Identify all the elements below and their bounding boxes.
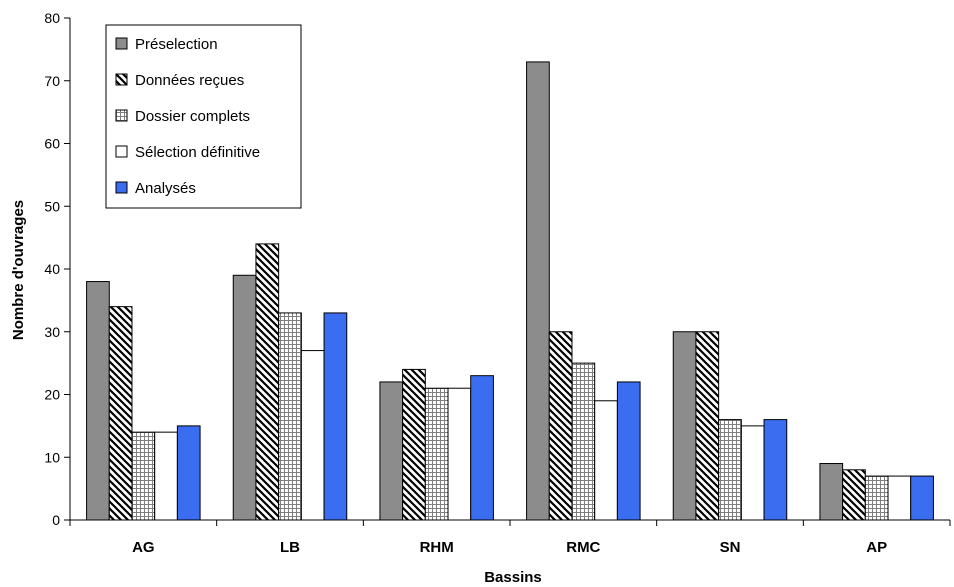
bar-RHM-series-3 <box>424 387 449 521</box>
x-axis: AG LB RHM RMC SN AP <box>69 519 951 556</box>
bar-AP-series-1 <box>819 463 844 521</box>
bar-RHM-series-1 <box>379 381 404 521</box>
y-axis: 0 10 20 30 40 50 60 70 80 <box>44 10 71 528</box>
bar-SN-series-4 <box>740 425 765 521</box>
bar-AP-series-3 <box>864 475 889 521</box>
bar-AG-series-4 <box>154 431 178 521</box>
bar-LB-series-1 <box>232 274 257 521</box>
bar-RMC-series-1 <box>526 61 550 521</box>
bar-LB-series-3 <box>278 312 302 521</box>
x-tick-label: AP <box>866 539 887 556</box>
y-tick-label: 50 <box>44 198 60 214</box>
y-tick-label: 20 <box>44 387 60 403</box>
bar-AG-series-5 <box>176 425 201 521</box>
legend: Préselection Données reçues Dossier comple… <box>105 24 302 209</box>
y-tick-label: 70 <box>44 73 60 89</box>
legend-box <box>105 24 302 209</box>
bar-LB-series-4 <box>300 350 325 521</box>
bar-AG-series-1 <box>86 281 110 521</box>
legend-swatch <box>115 73 128 86</box>
x-tick-label: AG <box>132 539 155 556</box>
y-tick-label: 10 <box>44 449 60 465</box>
bar-LB-series-2 <box>255 243 280 521</box>
bar-SN-series-2 <box>695 331 720 521</box>
y-axis-title: Nombre d'ouvrages <box>10 200 27 340</box>
bar-AG-series-2 <box>108 306 133 521</box>
y-tick-label: 30 <box>44 324 60 340</box>
bar-LB-series-5 <box>323 312 348 521</box>
x-tick-label: RHM <box>420 539 454 556</box>
legend-label: Dossier complets <box>135 108 250 125</box>
bar-AG-series-3 <box>131 431 156 521</box>
bar-SN-series-3 <box>718 419 742 521</box>
bar-RMC-series-4 <box>594 400 618 521</box>
bar-RHM-series-4 <box>447 387 472 521</box>
legend-label: Préselection <box>135 36 218 53</box>
y-tick-label: 60 <box>44 136 60 152</box>
x-tick-label: RMC <box>566 539 600 556</box>
y-tick-label: 0 <box>52 512 60 528</box>
legend-swatch <box>115 37 128 50</box>
bar-AP-series-2 <box>842 469 866 521</box>
legend-swatch <box>115 181 128 194</box>
legend-label: Données reçues <box>135 72 244 89</box>
bar-RHM-series-5 <box>470 375 494 521</box>
x-axis-title: Bassins <box>484 569 542 586</box>
legend-swatch <box>115 145 128 158</box>
legend-swatch <box>115 109 128 122</box>
x-tick-label: LB <box>280 539 300 556</box>
legend-label: Sélection définitive <box>135 144 260 161</box>
bar-SN-series-5 <box>763 419 788 521</box>
bar-RMC-series-3 <box>571 362 596 521</box>
bars <box>86 61 934 521</box>
legend-label: Analysés <box>135 180 196 197</box>
bar-RHM-series-2 <box>402 368 426 521</box>
bar-RMC-series-2 <box>548 331 573 521</box>
y-tick-label: 80 <box>44 10 60 26</box>
bar-RMC-series-5 <box>616 381 641 521</box>
y-tick-label: 40 <box>44 261 60 277</box>
bar-AP-series-4 <box>887 475 912 521</box>
bar-SN-series-1 <box>672 331 697 521</box>
bar-AP-series-5 <box>910 475 934 521</box>
x-tick-label: SN <box>720 539 741 556</box>
